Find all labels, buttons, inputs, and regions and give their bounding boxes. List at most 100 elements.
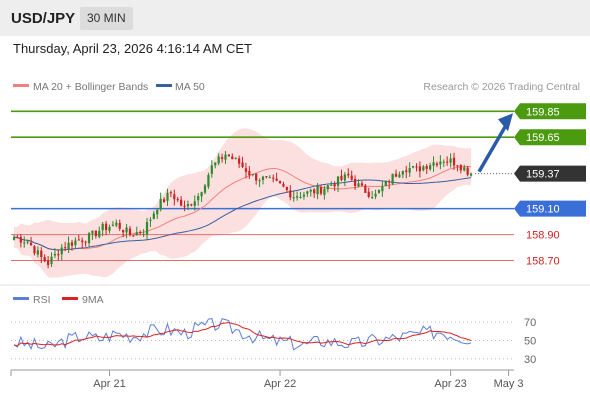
resistance-1-tag xyxy=(514,129,586,146)
candle xyxy=(217,153,220,166)
candle xyxy=(265,176,268,179)
candle xyxy=(313,188,316,198)
candle xyxy=(463,164,466,172)
candle xyxy=(377,189,381,194)
candle xyxy=(364,183,367,193)
candle xyxy=(60,244,63,261)
candle xyxy=(67,236,70,254)
candle xyxy=(162,197,166,203)
ma50-line xyxy=(13,177,472,251)
candle xyxy=(231,153,234,160)
candle xyxy=(429,162,432,171)
last-price-tag xyxy=(514,165,586,182)
timeframe-button[interactable]: 30 MIN xyxy=(80,7,133,30)
candle xyxy=(87,231,91,247)
candle xyxy=(108,224,111,234)
candle xyxy=(238,155,241,168)
moving-averages xyxy=(13,166,472,251)
candle xyxy=(289,185,292,201)
candle xyxy=(347,168,350,179)
candle xyxy=(166,188,169,206)
x-tick-label: Apr 21 xyxy=(93,378,125,390)
candle xyxy=(149,217,152,228)
chart-legend: MA 20 + Bollinger Bands MA 50 Research ©… xyxy=(13,81,580,93)
resistance-1-label: 159.65 xyxy=(526,132,560,144)
candle xyxy=(415,163,418,172)
x-tick-label: Apr 23 xyxy=(434,378,466,390)
candle xyxy=(176,196,179,203)
candle xyxy=(449,153,452,168)
candle xyxy=(446,156,449,166)
candle xyxy=(299,191,302,199)
candle xyxy=(422,165,425,172)
bollinger-bands xyxy=(14,128,472,278)
candlesticks xyxy=(12,150,473,269)
candle xyxy=(115,219,118,228)
candle xyxy=(234,157,237,160)
candle xyxy=(350,170,353,181)
candle xyxy=(156,208,159,219)
candle xyxy=(435,161,439,168)
candle xyxy=(190,203,193,207)
candle xyxy=(343,171,346,187)
candle xyxy=(53,248,57,259)
candle xyxy=(391,173,394,186)
candle xyxy=(43,254,46,263)
candle xyxy=(180,196,183,207)
candle xyxy=(118,219,121,231)
resistance-2-tag xyxy=(514,103,586,120)
candle xyxy=(173,189,176,206)
candle xyxy=(292,191,295,202)
candle xyxy=(122,229,125,238)
candle xyxy=(319,184,323,196)
candle xyxy=(394,169,398,178)
candle xyxy=(36,246,39,258)
rsi-ma-line xyxy=(13,321,472,347)
candle xyxy=(442,159,445,167)
candle xyxy=(295,191,299,201)
candle xyxy=(302,191,306,200)
candle xyxy=(84,240,87,247)
rsi-panel: RSI 9MA 70 50 30 xyxy=(11,294,536,366)
candle xyxy=(98,226,101,239)
candle xyxy=(275,172,278,182)
candle xyxy=(77,234,80,241)
candle xyxy=(255,173,258,185)
candle xyxy=(70,239,74,251)
candle xyxy=(282,181,285,188)
candle xyxy=(210,160,213,178)
candle xyxy=(23,236,26,248)
candle xyxy=(145,217,149,241)
candle xyxy=(411,165,415,169)
candle xyxy=(333,181,336,191)
candle xyxy=(360,180,364,187)
candle xyxy=(452,152,456,170)
candle xyxy=(214,162,217,169)
candle xyxy=(466,165,469,177)
candle xyxy=(456,164,459,172)
rsi-ma-legend-swatch xyxy=(62,297,78,300)
rsi-tick-label: 50 xyxy=(524,336,536,348)
candle xyxy=(81,237,84,249)
candle xyxy=(268,174,271,179)
ma50-legend-label: MA 50 xyxy=(175,81,205,93)
ma20-line xyxy=(13,166,472,251)
candle xyxy=(207,172,210,189)
candle xyxy=(251,173,254,177)
candle xyxy=(469,172,473,177)
candle xyxy=(285,186,288,193)
candle xyxy=(94,230,97,239)
support-1-label: 158.90 xyxy=(526,230,560,242)
candle xyxy=(326,184,329,193)
candle xyxy=(16,234,19,239)
candle xyxy=(316,183,319,200)
currency-pair: USD/JPY xyxy=(11,10,76,27)
forecast-overlay xyxy=(477,113,513,173)
candle xyxy=(159,192,162,212)
pivot-tag xyxy=(514,200,586,217)
candle xyxy=(272,174,275,183)
candle xyxy=(203,183,207,195)
support-2-label: 158.70 xyxy=(526,256,560,268)
candle xyxy=(227,154,231,157)
